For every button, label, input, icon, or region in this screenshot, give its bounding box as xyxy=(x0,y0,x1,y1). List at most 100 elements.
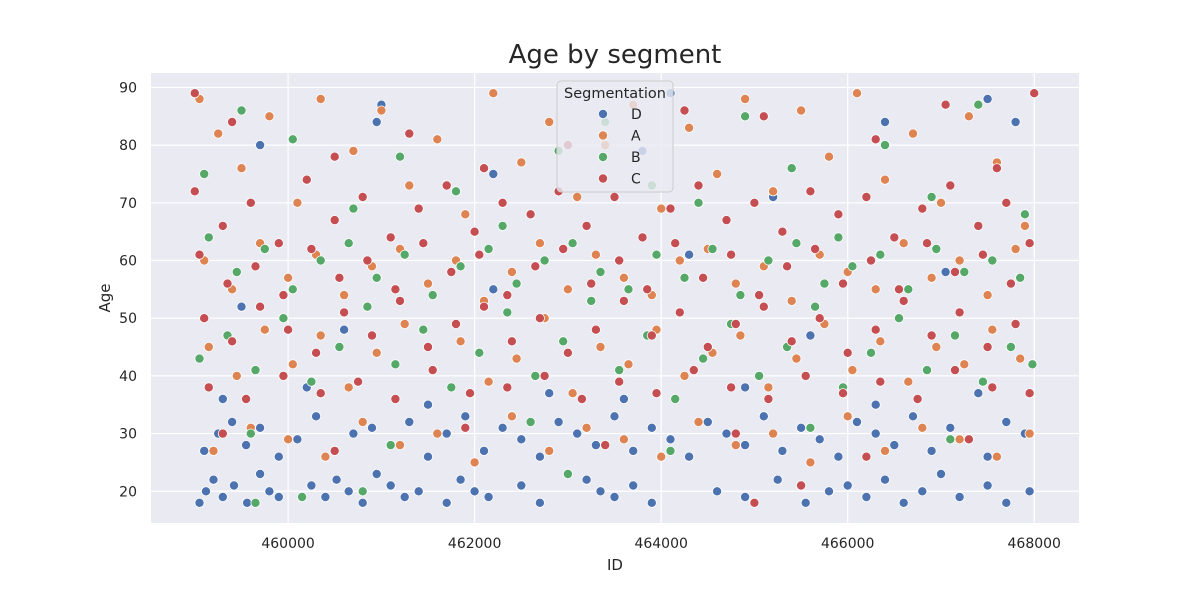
data-points xyxy=(189,88,1040,508)
data-point-C xyxy=(278,290,289,301)
legend-label-A: A xyxy=(631,129,641,145)
data-point-C xyxy=(450,318,461,329)
data-point-C xyxy=(539,370,550,381)
data-point-A xyxy=(712,168,723,179)
data-point-C xyxy=(618,295,629,306)
legend-marker-C xyxy=(598,173,609,184)
data-point-D xyxy=(982,480,993,491)
data-point-A xyxy=(506,411,517,422)
data-point-D xyxy=(595,486,606,497)
data-point-B xyxy=(926,191,937,202)
data-point-C xyxy=(977,249,988,260)
data-point-A xyxy=(656,451,667,462)
data-point-A xyxy=(796,105,807,116)
data-point-C xyxy=(800,370,811,381)
data-point-A xyxy=(357,416,368,427)
data-point-C xyxy=(912,393,923,404)
data-point-C xyxy=(702,341,713,352)
data-point-A xyxy=(572,191,583,202)
data-point-C xyxy=(199,313,210,324)
data-point-C xyxy=(586,278,597,289)
data-point-C xyxy=(390,393,401,404)
data-point-A xyxy=(208,445,219,456)
data-point-D xyxy=(292,434,303,445)
data-point-D xyxy=(945,422,956,433)
data-point-C xyxy=(227,117,238,128)
data-point-D xyxy=(422,399,433,410)
data-point-A xyxy=(740,94,751,105)
data-point-D xyxy=(702,416,713,427)
data-point-C xyxy=(194,249,205,260)
data-point-C xyxy=(679,105,690,116)
data-point-A xyxy=(693,416,704,427)
data-point-D xyxy=(926,445,937,456)
data-point-A xyxy=(982,290,993,301)
data-point-A xyxy=(954,255,965,266)
data-point-A xyxy=(847,365,858,376)
data-point-D xyxy=(371,468,382,479)
data-point-C xyxy=(422,341,433,352)
data-point-A xyxy=(908,128,919,139)
data-point-A xyxy=(315,94,326,105)
data-point-A xyxy=(991,451,1002,462)
data-point-C xyxy=(954,307,965,318)
data-point-C xyxy=(241,393,252,404)
data-point-C xyxy=(730,318,741,329)
data-point-D xyxy=(516,434,527,445)
data-point-B xyxy=(945,434,956,445)
data-point-D xyxy=(870,428,881,439)
data-point-C xyxy=(558,243,569,254)
data-point-A xyxy=(917,422,928,433)
data-point-C xyxy=(306,243,317,254)
data-point-B xyxy=(450,186,461,197)
data-point-A xyxy=(488,88,499,99)
data-point-C xyxy=(982,341,993,352)
data-point-B xyxy=(791,238,802,249)
data-point-A xyxy=(590,249,601,260)
data-point-A xyxy=(898,238,909,249)
data-point-C xyxy=(1029,88,1040,99)
data-point-D xyxy=(940,266,951,277)
data-point-C xyxy=(530,261,541,272)
data-point-D xyxy=(628,480,639,491)
data-point-D xyxy=(348,428,359,439)
data-point-C xyxy=(366,330,377,341)
data-point-C xyxy=(651,388,662,399)
data-point-A xyxy=(562,284,573,295)
data-point-D xyxy=(898,497,909,508)
data-point-B xyxy=(847,261,858,272)
data-point-D xyxy=(469,486,480,497)
data-point-C xyxy=(497,197,508,208)
data-point-C xyxy=(665,203,676,214)
data-point-D xyxy=(441,428,452,439)
y-axis-ticks: 20 30 40 50 60 70 80 90 xyxy=(119,80,137,500)
data-point-A xyxy=(432,428,443,439)
data-point-B xyxy=(427,290,438,301)
data-point-A xyxy=(768,186,779,197)
data-point-A xyxy=(376,105,387,116)
data-point-B xyxy=(446,382,457,393)
data-point-A xyxy=(371,347,382,358)
y-tick-label: 50 xyxy=(119,311,137,327)
data-point-C xyxy=(600,440,611,451)
data-point-B xyxy=(651,249,662,260)
data-point-A xyxy=(231,370,242,381)
data-point-B xyxy=(455,261,466,272)
data-point-D xyxy=(217,393,228,404)
data-point-D xyxy=(609,491,620,502)
data-point-B xyxy=(250,497,261,508)
data-point-D xyxy=(366,422,377,433)
data-point-B xyxy=(707,243,718,254)
data-point-D xyxy=(684,249,695,260)
data-point-C xyxy=(861,451,872,462)
data-point-D xyxy=(572,428,583,439)
data-point-B xyxy=(880,140,891,151)
data-point-D xyxy=(772,474,783,485)
data-point-B xyxy=(558,336,569,347)
data-point-C xyxy=(562,347,573,358)
data-point-A xyxy=(987,324,998,335)
data-point-C xyxy=(227,336,238,347)
data-point-B xyxy=(297,491,308,502)
data-point-B xyxy=(614,365,625,376)
data-point-D xyxy=(954,491,965,502)
